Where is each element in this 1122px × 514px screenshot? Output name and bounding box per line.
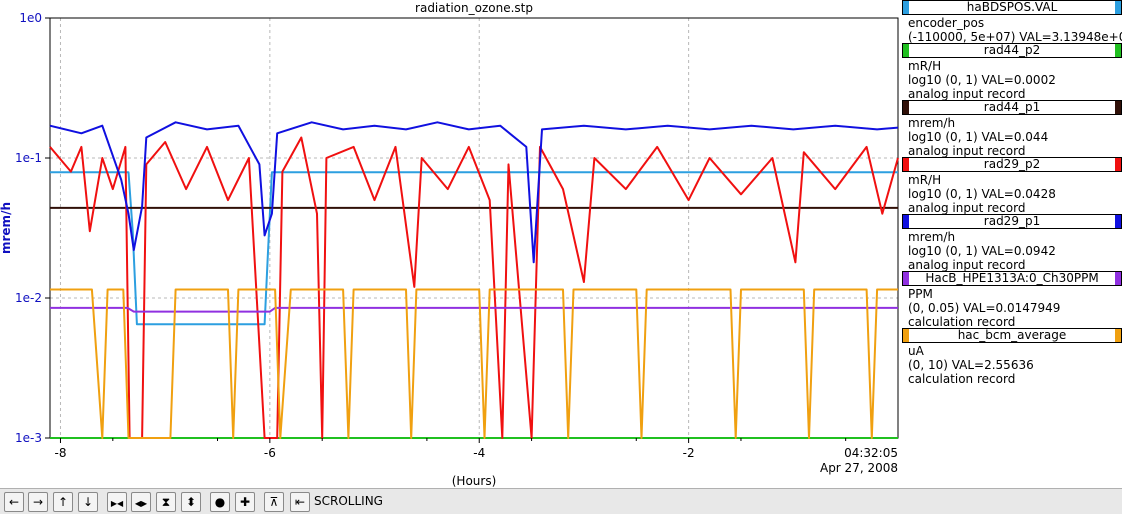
legend-color-swatch (1115, 272, 1121, 285)
legend-color-swatch (1115, 1, 1121, 14)
y-tick-label: 1e-1 (15, 151, 42, 165)
toolbar: SCROLLING ← → ↑ ↓ ▶◀ ◀▶ ⧗ ⬍ ● ✚ ⊼ ⇤ (0, 488, 1122, 514)
legend-color-swatch (1115, 158, 1121, 171)
series-line-rad29-p1 (49, 121, 899, 264)
legend-series-bar[interactable]: hac_bcm_average (902, 328, 1122, 343)
y-tick-label: 1e-3 (15, 431, 42, 445)
zoom-in-y-button[interactable]: ⧗ (156, 492, 176, 512)
legend-series-bar[interactable]: rad29_p1 (902, 214, 1122, 229)
legend-color-swatch (1115, 44, 1121, 57)
legend-detail-line: calculation record (908, 315, 1016, 329)
scroll-down-button[interactable]: ↓ (78, 492, 98, 512)
auto-zoom-button[interactable]: ● (210, 492, 230, 512)
legend-detail-line: analog input record (908, 258, 1026, 272)
zoom-in-y-icon: ⧗ (161, 495, 171, 509)
legend-series-name: rad44_p1 (983, 100, 1041, 114)
chart-title: radiation_ozone.stp (415, 1, 533, 15)
legend-color-swatch (1115, 101, 1121, 114)
legend-detail-line: mR/H (908, 173, 942, 187)
legend-series-bar[interactable]: rad29_p2 (902, 157, 1122, 172)
pause-button[interactable]: ⇤ (290, 492, 310, 512)
legend-series-bar[interactable]: rad44_p1 (902, 100, 1122, 115)
stagger-button[interactable]: ⊼ (264, 492, 284, 512)
legend-color-swatch (903, 215, 909, 228)
legend-series-name: rad44_p2 (983, 43, 1041, 57)
zoom-in-x-button[interactable]: ▶◀ (107, 492, 127, 512)
legend-series-bar[interactable]: HacB_HPE1313A:0_Ch30PPM (902, 271, 1122, 286)
series-line-habdspos-val (50, 171, 898, 326)
legend-detail-line: log10 (0, 1) VAL=0.0428 (908, 187, 1056, 201)
legend-series-name: haBDSPOS.VAL (966, 0, 1058, 14)
legend-detail-line: PPM (908, 287, 933, 301)
legend-detail-line: mrem/h (908, 116, 956, 130)
legend-detail-line: encoder_pos (908, 16, 985, 30)
legend-series-name: rad29_p2 (983, 157, 1041, 171)
legend-color-swatch (903, 329, 909, 342)
scroll-up-icon: ↑ (57, 495, 69, 509)
zoom-out-x-icon: ◀▶ (134, 499, 148, 508)
legend-detail-line: mrem/h (908, 230, 956, 244)
legend-detail-line: (-110000, 5e+07) VAL=3.13948e+07 (908, 30, 1122, 44)
y-axis-label: mrem/h (0, 202, 13, 254)
grid-lines (50, 17, 898, 439)
y-tick-label: 1e-2 (15, 291, 42, 305)
legend-detail-line: calculation record (908, 372, 1016, 386)
default-zoom-button[interactable]: ✚ (235, 492, 255, 512)
x-tick-label: -2 (683, 446, 695, 460)
plot-frame (49, 17, 899, 439)
legend-color-swatch (903, 101, 909, 114)
zoom-in-x-icon: ▶◀ (110, 499, 124, 508)
scroll-left-icon: ← (8, 495, 20, 509)
legend-color-swatch (903, 272, 909, 285)
auto-zoom-icon: ● (214, 495, 226, 509)
series-layer (49, 121, 899, 439)
series-line-hacb-hpe1313a-0-ch30ppm (50, 306, 898, 313)
legend-series-name: hac_bcm_average (957, 328, 1067, 342)
x-end-date: Apr 27, 2008 (820, 461, 898, 475)
series-line-hac-bcm-average (50, 288, 898, 439)
legend-detail-line: log10 (0, 1) VAL=0.044 (908, 130, 1049, 144)
legend-detail-line: analog input record (908, 87, 1026, 101)
zoom-out-x-button[interactable]: ◀▶ (131, 492, 151, 512)
legend-detail-line: mR/H (908, 59, 942, 73)
scroll-right-button[interactable]: → (28, 492, 48, 512)
legend-color-swatch (1115, 329, 1121, 342)
legend-series-name: HacB_HPE1313A:0_Ch30PPM (925, 271, 1099, 285)
x-axis-label: (Hours) (452, 474, 497, 488)
x-tick-label: -4 (473, 446, 485, 460)
scroll-down-icon: ↓ (82, 495, 94, 509)
x-end-time: 04:32:05 (844, 446, 898, 460)
axis-layer: -8 -6 -4 -2 1e0 1e-1 1e-2 1e-3 (15, 11, 847, 460)
legend-detail-line: (0, 0.05) VAL=0.0147949 (908, 301, 1061, 315)
x-tick-label: -8 (54, 446, 66, 460)
legend-series-bar[interactable]: haBDSPOS.VAL (902, 0, 1122, 15)
legend-color-swatch (1115, 215, 1121, 228)
pause-icon: ⇤ (294, 495, 306, 509)
legend-series-bar[interactable]: rad44_p2 (902, 43, 1122, 58)
legend-detail-line: log10 (0, 1) VAL=0.0942 (908, 244, 1056, 258)
series-line-rad29-p2 (49, 136, 899, 439)
zoom-out-y-button[interactable]: ⬍ (181, 492, 201, 512)
zoom-out-y-icon: ⬍ (185, 495, 197, 509)
x-tick-label: -6 (264, 446, 276, 460)
legend-color-swatch (903, 158, 909, 171)
scroll-up-button[interactable]: ↑ (53, 492, 73, 512)
default-zoom-icon: ✚ (239, 495, 251, 509)
y-tick-label: 1e0 (19, 11, 42, 25)
legend-detail-line: analog input record (908, 144, 1026, 158)
legend-detail-line: log10 (0, 1) VAL=0.0002 (908, 73, 1056, 87)
scroll-right-icon: → (32, 495, 44, 509)
scroll-left-button[interactable]: ← (4, 492, 24, 512)
plot-area[interactable]: -8 -6 -4 -2 1e0 1e-1 1e-2 1e-3 radiation_ozone.… (0, 0, 902, 488)
legend-series-name: rad29_p1 (983, 214, 1041, 228)
stagger-icon: ⊼ (269, 495, 279, 509)
legend-detail-line: analog input record (908, 201, 1026, 215)
scroll-status: SCROLLING (314, 494, 383, 508)
legend-detail-line: (0, 10) VAL=2.55636 (908, 358, 1034, 372)
legend-detail-line: uA (908, 344, 924, 358)
legend-color-swatch (903, 44, 909, 57)
legend-color-swatch (903, 1, 909, 14)
